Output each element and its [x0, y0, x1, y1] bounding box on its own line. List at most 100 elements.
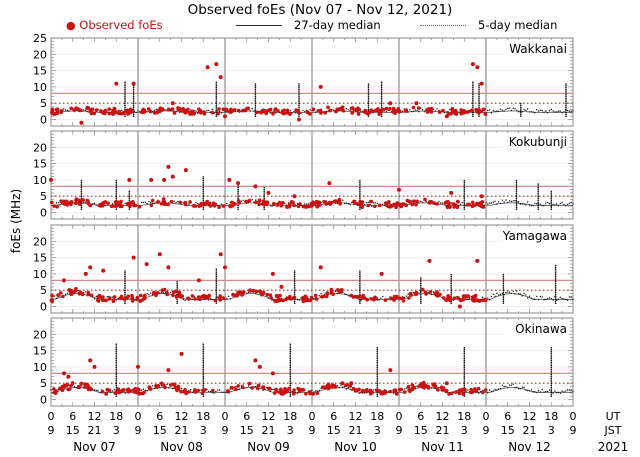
median-5day-spike-point: [565, 95, 567, 98]
observed-foes-point: [357, 387, 361, 392]
observed-foes-point: [404, 203, 409, 208]
median-5day-point: [224, 391, 226, 393]
observed-foes-point: [277, 293, 282, 298]
observed-foes-point: [56, 293, 60, 297]
median-5day-spike-point: [515, 190, 518, 193]
median-5day-spike-point: [132, 102, 135, 105]
observed-foes-point: [353, 294, 358, 299]
observed-foes-point: [325, 383, 330, 388]
median-5day-spike-point: [359, 284, 361, 287]
median-5day-point: [552, 392, 554, 394]
observed-foes-point: [270, 271, 275, 276]
median-5day-spike-point: [124, 95, 126, 98]
observed-foes-point: [88, 358, 93, 363]
median-5day-spike-point: [520, 111, 522, 114]
observed-foes-point: [170, 174, 175, 179]
median-5day-spike-point: [463, 350, 466, 353]
x-tick-label-jst: 3: [461, 424, 468, 437]
median-5day-point: [425, 201, 427, 203]
median-5day-spike-point: [124, 277, 126, 279]
median-5day-spike-point: [298, 88, 300, 91]
median-5day-spike-point: [550, 206, 553, 209]
observed-foes-point: [169, 199, 174, 204]
median-5day-spike-point: [124, 275, 126, 278]
median-5day-spike-point: [550, 356, 553, 358]
median-5day-point: [516, 290, 518, 292]
observed-foes-point: [179, 390, 183, 394]
median-5day-point: [251, 107, 253, 110]
median-5day-spike-point: [515, 183, 518, 185]
y-tick-label: 15: [33, 252, 47, 265]
median-5day-spike-point: [478, 115, 480, 117]
median-5day-point: [438, 386, 440, 389]
median-5day-spike-point: [115, 350, 118, 353]
median-5day-spike-point: [376, 359, 379, 362]
median-5day-spike-point: [263, 206, 266, 209]
median-5day-point: [430, 293, 433, 296]
median-5day-point: [146, 202, 148, 205]
median-5day-spike-point: [359, 270, 361, 272]
median-5day-spike-point: [115, 384, 118, 387]
median-5day-point: [570, 201, 572, 204]
median-5day-spike-point: [478, 90, 480, 92]
observed-foes-point: [406, 384, 411, 389]
median-5day-spike-point: [254, 115, 257, 117]
median-5day-spike-point: [463, 381, 466, 383]
median-5day-spike-point: [359, 273, 361, 276]
median-5day-spike-point: [515, 192, 518, 194]
observed-foes-point: [50, 111, 55, 115]
observed-foes-point: [350, 111, 355, 115]
median-5day-spike-point: [132, 93, 135, 96]
median-5day-point: [407, 293, 409, 296]
observed-foes-point: [248, 288, 252, 293]
observed-foes-point: [425, 110, 430, 114]
median-5day-spike-point: [367, 101, 370, 103]
observed-foes-point: [441, 108, 445, 113]
observed-foes-point: [384, 201, 388, 205]
median-5day-spike-point: [565, 108, 567, 110]
median-5day-spike-point: [376, 364, 379, 367]
median-5day-point: [505, 108, 507, 111]
median-5day-spike-point: [215, 291, 218, 294]
observed-foes-point: [325, 291, 330, 295]
median-5day-point: [336, 293, 339, 295]
median-5day-spike-point: [132, 86, 135, 89]
median-5day-point: [405, 387, 407, 389]
median-5day-point: [84, 109, 87, 112]
median-5day-spike-point: [376, 354, 379, 356]
median-5day-point: [322, 111, 324, 113]
observed-foes-point: [97, 293, 102, 298]
median-5day-spike-point: [115, 343, 118, 346]
median-5day-spike-point: [565, 84, 567, 87]
median-5day-spike-point: [463, 359, 466, 362]
x-tick-label-jst: 21: [523, 424, 537, 437]
median-5day-point: [311, 389, 313, 391]
y-tick-label: 25: [33, 32, 47, 45]
x-tick-label-jst: 21: [175, 424, 189, 437]
x-tick-label-ut: 12: [523, 410, 537, 423]
observed-foes-point: [99, 109, 103, 113]
median-5day-spike-point: [565, 101, 567, 103]
median-5day-spike-point: [550, 391, 553, 394]
x-tick-label-ut: 18: [109, 410, 123, 423]
observed-foes-point: [363, 389, 368, 393]
x-tick-label-jst: 3: [374, 424, 381, 437]
median-5day-spike-point: [124, 300, 126, 303]
median-5day-spike-point: [202, 357, 205, 360]
median-5day-point: [401, 110, 404, 113]
median-5day-spike-point: [289, 379, 292, 381]
median-5day-spike-point: [176, 293, 178, 296]
y-tick-label: 5: [40, 97, 47, 110]
median-5day-point: [409, 109, 411, 111]
median-5day-point: [550, 298, 552, 300]
observed-foes-point: [389, 204, 394, 208]
observed-foes-point: [217, 205, 221, 209]
median-5day-point: [217, 110, 219, 112]
observed-foes-point: [50, 200, 54, 205]
median-5day-point: [387, 298, 389, 300]
median-5day-point: [541, 205, 543, 207]
observed-foes-point: [367, 110, 372, 115]
median-5day-spike-point: [463, 384, 466, 387]
median-5day-point: [151, 202, 154, 205]
median-5day-spike-point: [537, 201, 539, 203]
